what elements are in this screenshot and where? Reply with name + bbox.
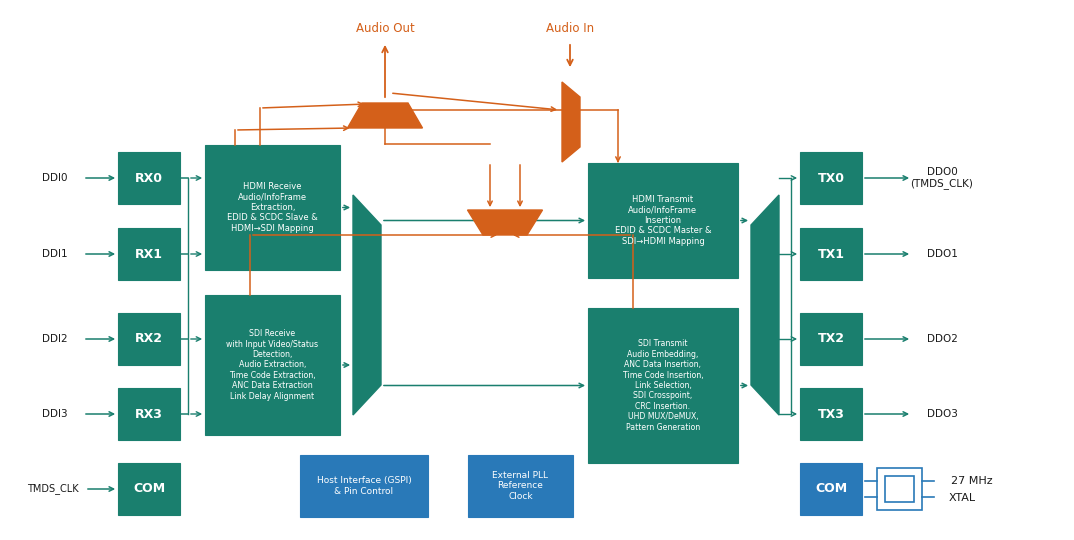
Text: COM: COM [815, 483, 847, 496]
Bar [587, 308, 738, 463]
Text: SDI Receive
with Input Video/Status
Detection,
Audio Extraction,
Time Code Extra: SDI Receive with Input Video/Status Dete… [227, 329, 319, 401]
Bar [885, 476, 914, 502]
Text: RX3: RX3 [135, 408, 163, 421]
Text: DDI1: DDI1 [42, 249, 68, 259]
Text: TMDS_CLK: TMDS_CLK [27, 483, 78, 495]
Bar [118, 388, 180, 440]
Bar [877, 468, 921, 510]
Bar [800, 228, 862, 280]
Text: DDO2: DDO2 [927, 334, 957, 344]
Text: DDO3: DDO3 [927, 409, 957, 419]
Bar [800, 313, 862, 365]
Text: TX3: TX3 [817, 408, 844, 421]
Text: DDO0
(TMDS_CLK): DDO0 (TMDS_CLK) [911, 167, 973, 189]
Text: HDMI Receive
Audio/InfoFrame
Extraction,
EDID & SCDC Slave &
HDMI→SDI Mapping: HDMI Receive Audio/InfoFrame Extraction,… [227, 182, 318, 233]
Text: DDI0: DDI0 [42, 173, 68, 183]
Bar [118, 152, 180, 204]
Bar [118, 228, 180, 280]
Polygon shape [353, 195, 381, 415]
Text: DDO1: DDO1 [927, 249, 957, 259]
Text: DDI3: DDI3 [42, 409, 68, 419]
Polygon shape [751, 195, 779, 415]
Polygon shape [467, 210, 542, 235]
Bar [468, 455, 574, 517]
Bar [300, 455, 429, 517]
Bar [800, 388, 862, 440]
Text: Audio In: Audio In [546, 22, 594, 35]
Bar [587, 163, 738, 278]
Text: COM: COM [133, 483, 165, 496]
Text: TX1: TX1 [817, 247, 844, 260]
Text: Audio Out: Audio Out [355, 22, 415, 35]
Text: XTAL: XTAL [948, 493, 975, 503]
Text: TX2: TX2 [817, 333, 844, 346]
Text: TX0: TX0 [817, 172, 844, 185]
Text: RX1: RX1 [135, 247, 163, 260]
Bar [205, 295, 340, 435]
Bar [118, 313, 180, 365]
Text: 27 MHz: 27 MHz [952, 476, 992, 486]
Text: DDI2: DDI2 [42, 334, 68, 344]
Bar [800, 463, 862, 515]
Bar [118, 463, 180, 515]
Bar [205, 145, 340, 270]
Text: RX0: RX0 [135, 172, 163, 185]
Text: RX2: RX2 [135, 333, 163, 346]
Bar [800, 152, 862, 204]
Text: External PLL
Reference
Clock: External PLL Reference Clock [493, 471, 549, 501]
Text: SDI Transmit
Audio Embedding,
ANC Data Insertion,
Time Code Insertion,
Link Sele: SDI Transmit Audio Embedding, ANC Data I… [623, 340, 703, 431]
Polygon shape [562, 82, 580, 162]
Text: Host Interface (GSPI)
& Pin Control: Host Interface (GSPI) & Pin Control [317, 476, 411, 496]
Text: HDMI Transmit
Audio/InfoFrame
Insertion
EDID & SCDC Master &
SDI→HDMI Mapping: HDMI Transmit Audio/InfoFrame Insertion … [614, 195, 711, 246]
Polygon shape [348, 103, 422, 128]
